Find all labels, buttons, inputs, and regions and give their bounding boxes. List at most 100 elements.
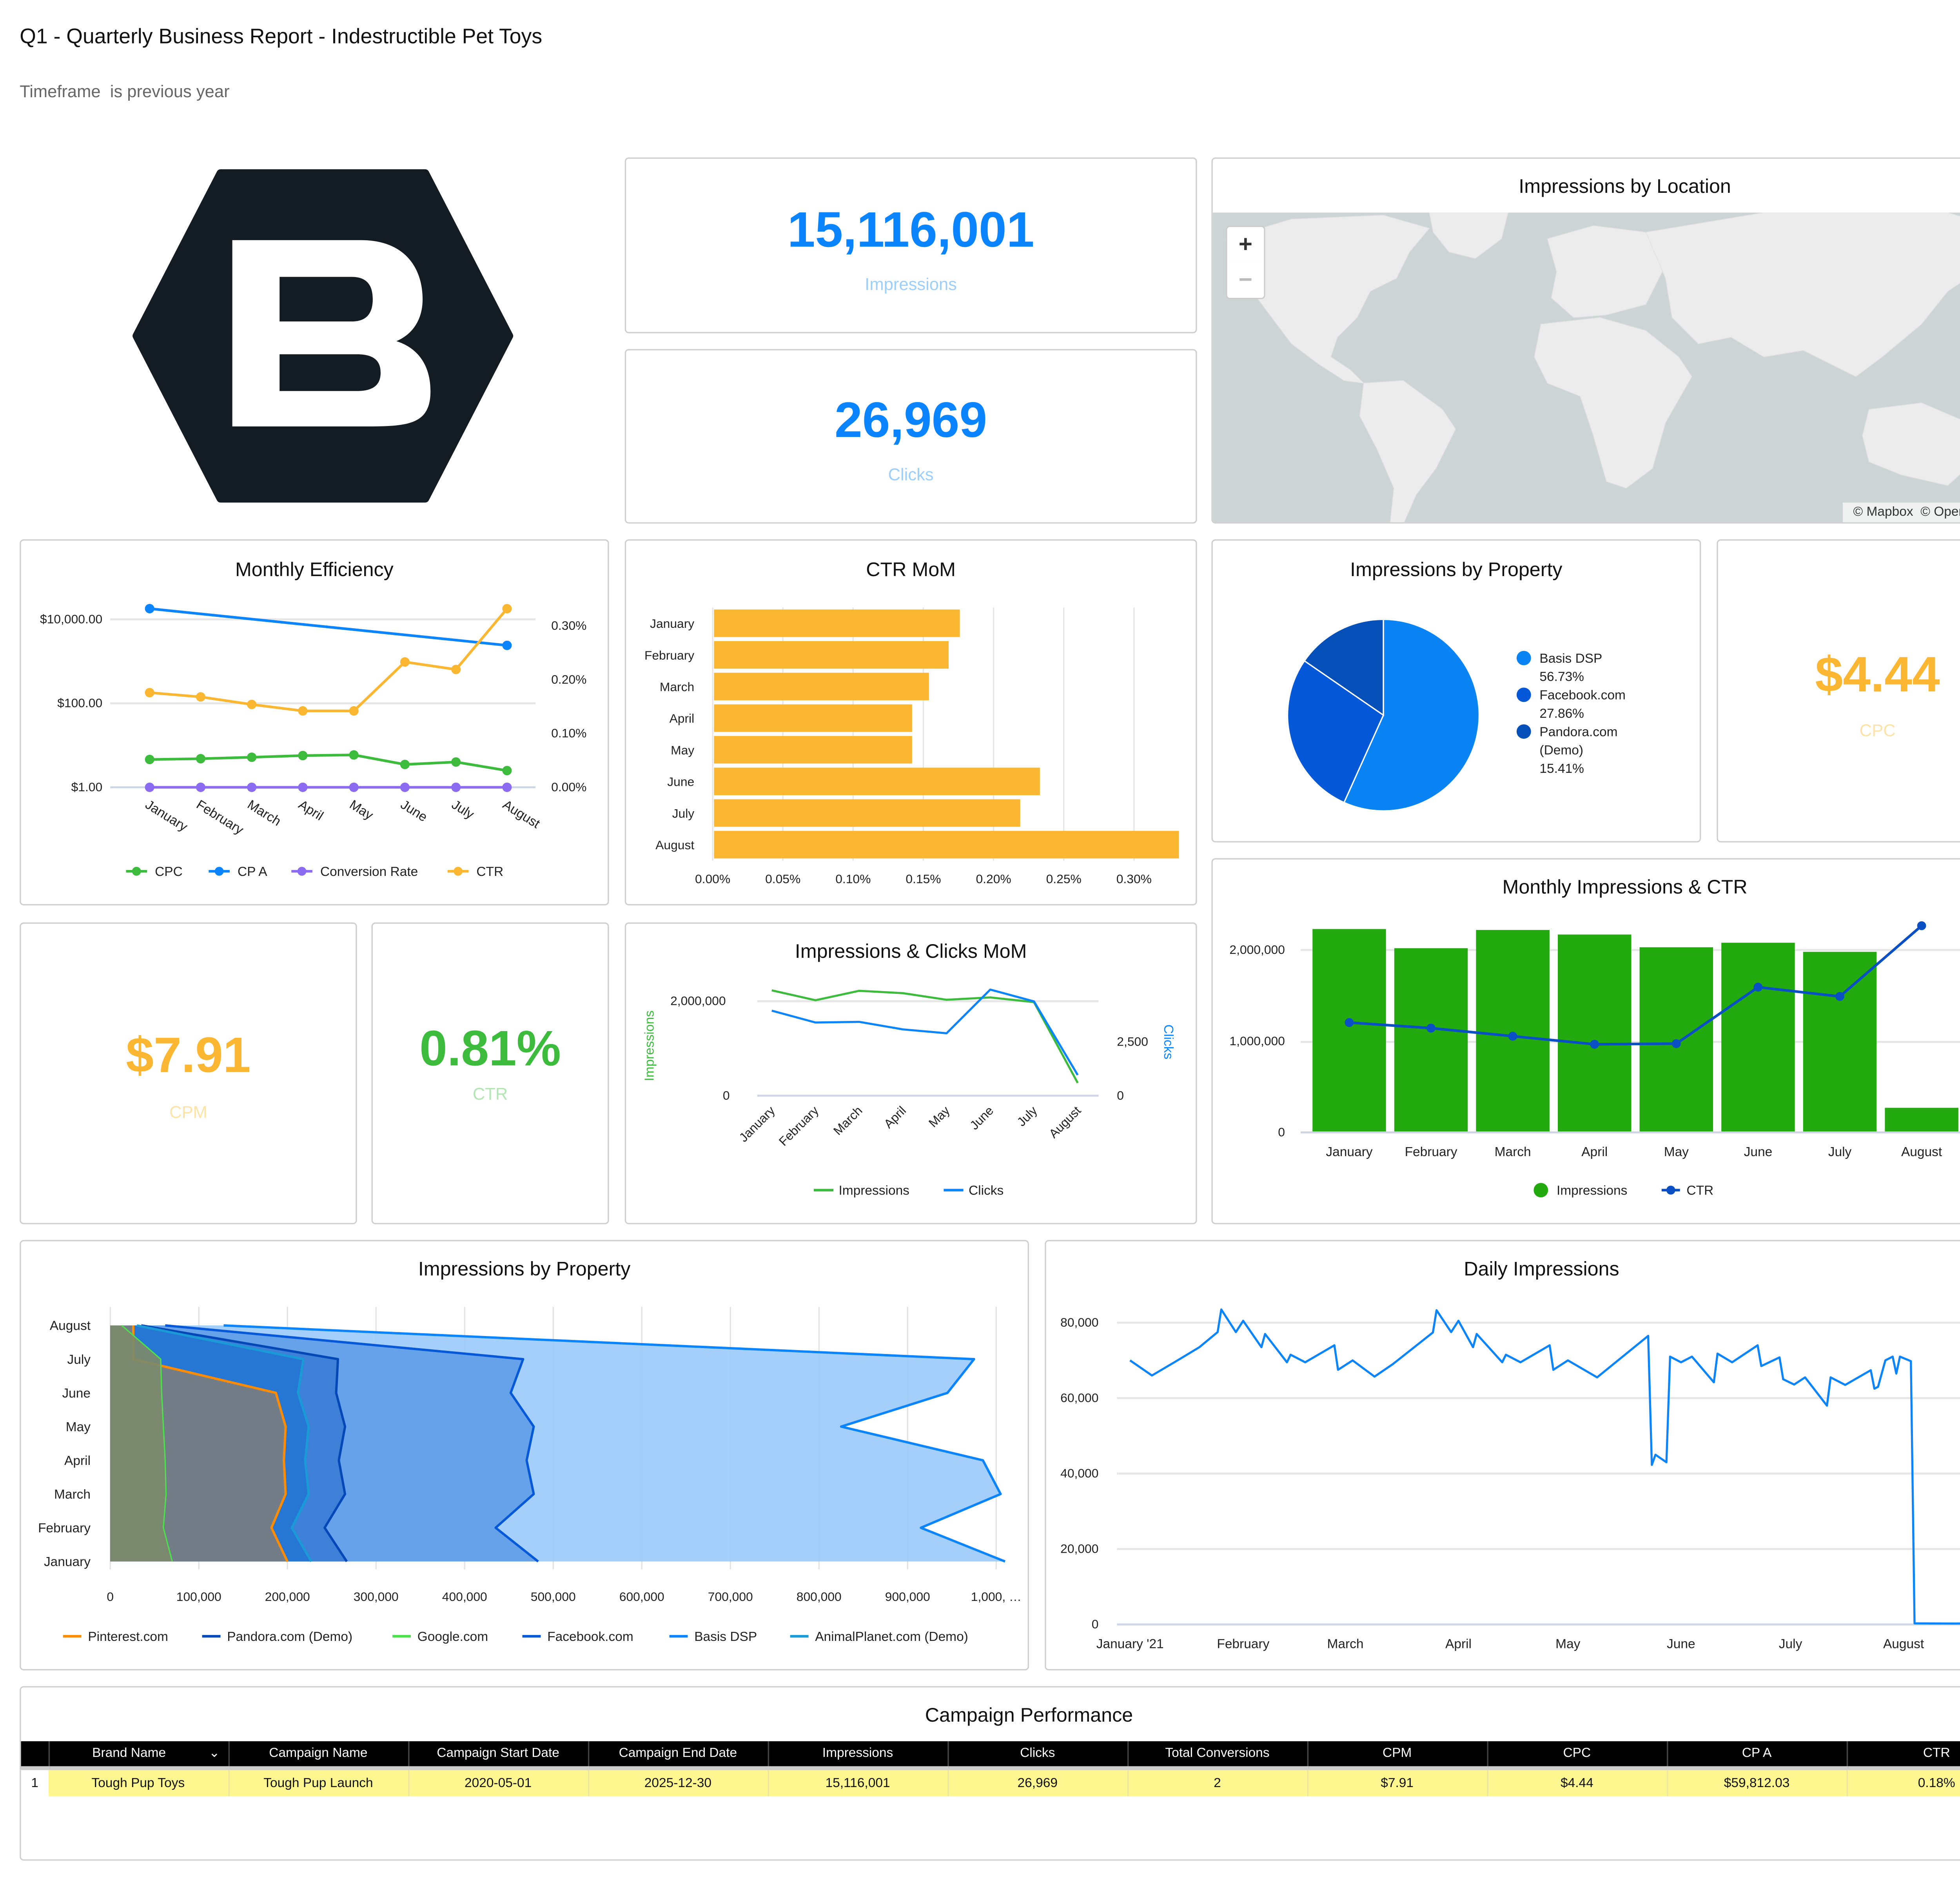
x-tick-label: July	[449, 798, 477, 822]
bar-march[interactable]	[1476, 930, 1550, 1133]
y-tick-label: July	[672, 806, 695, 820]
bar-june[interactable]	[1721, 943, 1795, 1133]
kpi-cpc-card: $4.44 CPC	[1717, 539, 1960, 843]
pie-slice-basis-dsp[interactable]	[1343, 618, 1480, 812]
x-tick-label: July	[1828, 1145, 1852, 1159]
pie-slice-pandora-com[interactable]	[1303, 618, 1384, 716]
y-right-tick-label: 0.00%	[551, 780, 586, 794]
legend-label-pandora-com-demo[interactable]: Pandora.com (Demo)	[227, 1630, 352, 1644]
kpi-clicks-card: 26,969 Clicks	[624, 349, 1197, 524]
column-header-end-date[interactable]: Campaign End Date	[588, 1741, 769, 1768]
data-point-conversion-rate	[400, 782, 410, 792]
legend-label[interactable]: Facebook.com	[1539, 688, 1626, 703]
chart-canvas: 0.00% 0.05% 0.10% 0.15% 0.20% 0.25% 0.30% Janua…	[644, 607, 1179, 886]
area-google-com[interactable]	[110, 1325, 172, 1562]
legend-label-basis-dsp[interactable]: Basis DSP	[694, 1630, 757, 1644]
bar-january[interactable]	[1312, 929, 1386, 1133]
y-tick-label: June	[667, 775, 694, 789]
cell-clicks: 26,969	[947, 1766, 1128, 1796]
legend-label-ctr[interactable]: CTR	[476, 865, 503, 879]
column-header-total-conversions[interactable]: Total Conversions	[1127, 1741, 1308, 1768]
bar-april[interactable]	[1557, 934, 1632, 1133]
sort-chevron-down-icon[interactable]: ⌄	[209, 1746, 220, 1761]
legend-marker-pandora-com	[1516, 724, 1531, 739]
mapbox-attribution-link[interactable]: © Mapbox	[1853, 505, 1913, 520]
table-title: Campaign Performance	[925, 1704, 1133, 1727]
x-tick-label: January '21	[1096, 1637, 1164, 1651]
legend-percent: 27.86%	[1539, 706, 1584, 721]
column-header-label: Brand Name	[92, 1746, 166, 1761]
y-tick-label: March	[54, 1487, 91, 1502]
column-header-campaign-name[interactable]: Campaign Name	[228, 1741, 409, 1768]
kpi-ctr-card: 0.81% CTR	[371, 922, 609, 1224]
y-right-tick-label: 0.10%	[551, 726, 586, 740]
legend-label-clicks[interactable]: Clicks	[969, 1184, 1004, 1198]
x-tick-label: 0.30%	[1116, 872, 1152, 886]
y-tick-label: July	[67, 1352, 91, 1367]
ctr-mom-title: CTR MoM	[866, 559, 956, 582]
legend-label-animalplanet-com-demo[interactable]: AnimalPlanet.com (Demo)	[815, 1630, 968, 1644]
y-right-axis-title: Clicks	[1161, 1024, 1176, 1059]
legend-label[interactable]: Basis DSP	[1539, 651, 1602, 666]
legend-label-cp-a[interactable]: CP A	[238, 865, 267, 879]
column-header-brand-name[interactable]: Brand Name ⌄	[48, 1741, 229, 1768]
map-zoom-out-button[interactable]: −	[1226, 262, 1265, 299]
x-tick-label: 300,000	[354, 1590, 399, 1604]
x-tick-label: 0	[107, 1590, 114, 1604]
column-header-start-date[interactable]: Campaign Start Date	[408, 1741, 589, 1768]
impressions-clicks-title: Impressions & Clicks MoM	[795, 941, 1027, 963]
x-tick-label: March	[1327, 1637, 1363, 1651]
column-header-clicks[interactable]: Clicks	[947, 1741, 1128, 1768]
legend-marker-ctr	[1666, 1186, 1675, 1195]
bar-february[interactable]	[1394, 948, 1468, 1133]
x-tick-label: 1,000, …	[971, 1590, 1022, 1604]
column-header-ctr[interactable]: CTR	[1846, 1741, 1960, 1768]
y-tick-label: 0	[1092, 1617, 1099, 1631]
map-north-america	[1225, 215, 1430, 384]
legend-label[interactable]: Pandora.com	[1539, 725, 1617, 739]
chart-canvas: Basis DSP 56.73% Facebook.com 27.86% Pandora…	[1287, 618, 1626, 812]
timeframe-filter[interactable]: Timeframe is previous year	[20, 81, 230, 101]
bar-july	[714, 799, 1020, 827]
data-point-ctr	[502, 604, 512, 614]
series-line-google-com	[121, 1325, 173, 1562]
cell-total-conversions: 2	[1127, 1766, 1308, 1796]
column-header-cpc[interactable]: CPC	[1487, 1741, 1668, 1768]
bar-july[interactable]	[1803, 952, 1877, 1133]
chart-canvas: 01,000,0002,000,0000.00%0.10%0.20%0.30%J…	[1229, 921, 1960, 1198]
y-tick-label: 40,000	[1060, 1466, 1098, 1480]
data-point-ctr	[1917, 921, 1926, 930]
osm-attribution-link[interactable]: © OpenStreetMap	[1920, 505, 1960, 520]
column-header-impressions[interactable]: Impressions	[768, 1741, 949, 1768]
legend-label-facebook-com[interactable]: Facebook.com	[547, 1630, 633, 1644]
legend-label-impressions[interactable]: Impressions	[1557, 1184, 1627, 1198]
chart-canvas: $1.00 $100.00 $10,000.00 0.00% 0.10% 0.20% 0.3…	[40, 604, 586, 879]
legend-label-impressions[interactable]: Impressions	[838, 1184, 909, 1198]
bar-august[interactable]	[1885, 1108, 1958, 1133]
legend-label-conversion-rate[interactable]: Conversion Rate	[320, 865, 418, 879]
table-row[interactable]: 1 Tough Pup Toys Tough Pup Launch 2020-0…	[21, 1766, 1960, 1796]
bar-february	[714, 641, 949, 669]
brand-logo	[132, 169, 514, 503]
x-tick-label: August	[1046, 1103, 1084, 1141]
legend-label-google-com[interactable]: Google.com	[417, 1630, 488, 1644]
cell-brand-name: Tough Pup Toys	[48, 1766, 229, 1796]
map-zoom-in-button[interactable]: +	[1226, 225, 1265, 264]
column-header-cpa[interactable]: CP A	[1667, 1741, 1847, 1768]
bar-may	[714, 736, 912, 764]
legend-label-pinterest-com[interactable]: Pinterest.com	[88, 1630, 168, 1644]
y-right-tick-label: 0.20%	[551, 672, 586, 686]
legend-marker-ctr	[454, 866, 463, 876]
x-tick-label: August	[1901, 1145, 1942, 1159]
legend-label-ctr[interactable]: CTR	[1686, 1184, 1713, 1198]
world-map[interactable]	[1212, 212, 1960, 524]
data-point-ctr	[298, 706, 308, 716]
x-tick-label: 500,000	[531, 1590, 576, 1604]
pie-slice-facebook-com[interactable]	[1287, 660, 1385, 803]
data-point-ctr	[1835, 992, 1844, 1001]
map-card: Impressions by Location + − © Mapbox © O…	[1211, 157, 1960, 524]
legend-label-cpc[interactable]: CPC	[155, 865, 183, 879]
cell-campaign-name: Tough Pup Launch	[228, 1766, 409, 1796]
column-header-cpm[interactable]: CPM	[1307, 1741, 1488, 1768]
